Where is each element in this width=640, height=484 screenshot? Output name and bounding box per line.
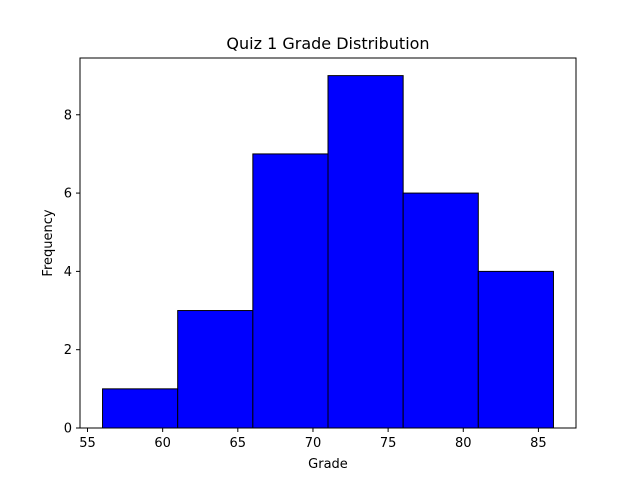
x-tick-label: 70 (305, 436, 322, 451)
y-tick-label: 4 (64, 265, 72, 280)
x-tick-label: 80 (455, 436, 472, 451)
x-tick-label: 60 (154, 436, 171, 451)
y-tick-label: 6 (64, 187, 72, 202)
histogram-bar (327, 75, 404, 429)
histogram-bar (402, 192, 479, 429)
y-tick-label: 0 (64, 422, 72, 437)
x-axis-label: Grade (308, 457, 348, 472)
x-tick-label: 75 (380, 436, 397, 451)
y-axis-label: Frequency (41, 209, 56, 276)
y-tick-label: 2 (64, 343, 72, 358)
histogram-bar (177, 310, 254, 429)
x-tick-label: 55 (79, 436, 96, 451)
y-tick-label: 8 (64, 108, 72, 123)
x-tick-label: 85 (530, 436, 547, 451)
histogram-bar (102, 388, 179, 429)
y-axis-ticks: 0 2 4 6 8 (64, 108, 80, 437)
histogram-bar (477, 270, 554, 429)
x-tick-label: 65 (230, 436, 247, 451)
histogram-bar (252, 153, 329, 429)
x-axis-ticks: 55 60 65 70 75 80 85 (79, 428, 547, 451)
bars-layer (102, 75, 554, 429)
plot-frame (79, 57, 577, 429)
chart-title: Quiz 1 Grade Distribution (226, 34, 429, 53)
